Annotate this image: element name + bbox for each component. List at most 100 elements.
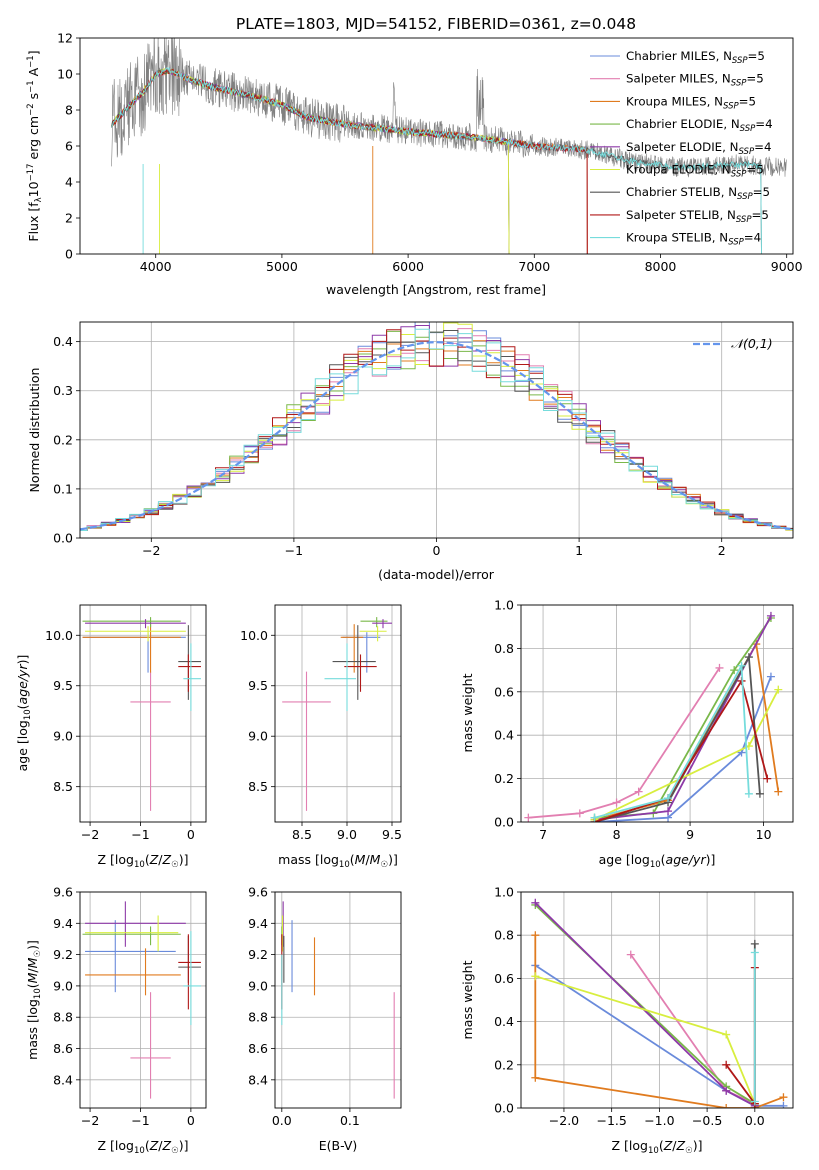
weight-marker [531,972,540,981]
y-tick-label: 9.0 [53,978,73,993]
panel-z-weight: −2.0 −1.5 −1.0 −0.5 0.0 0.0 0.2 0.4 0.6 0.8 1.0 Z [… [460,885,794,1156]
errorbar-point-7 [178,654,201,692]
y-tick-label: 0.4 [53,334,73,349]
figure-title: PLATE=1803, MJD=54152, FIBERID=0361, z=0… [236,15,636,33]
y-tick-label: 0.8 [494,928,514,943]
panel-mass-age: 8.5 9.0 9.5 8.5 9.0 9.5 10.0 mass [log10(M/M☉)] [240,604,402,870]
y-tick-label: 4 [65,175,73,190]
weight-series-3 [590,614,775,822]
weight-marker [766,672,775,681]
plot-area-residuals [80,322,793,531]
weight-marker [722,1086,731,1095]
x-tick-label: 0.1 [340,1113,360,1128]
x-tick-label: 8000 [645,259,677,274]
model-spectrum-7 [111,67,588,254]
y-tick-label: 9.0 [248,978,268,993]
y-tick-label: 9.4 [248,916,268,931]
weight-marker [722,1104,731,1108]
weight-series-1 [524,663,724,822]
errorbar-point-1 [282,671,331,811]
plot-area-z-weight [531,898,788,1108]
x-tick-label: 9000 [771,259,803,274]
plot-area-ebv-mass [281,901,395,1099]
x-tick-label: 2 [718,543,726,558]
y-axis-label: Normed distribution [27,368,42,493]
axes-frame [520,604,794,823]
legend-entry: Chabrier ELODIE, NSSP=4 [626,117,773,134]
axes-frame [79,321,794,539]
y-tick-label: 9.5 [248,678,268,693]
y-tick-label: 9.2 [248,947,268,962]
y-tick-label: 0.3 [53,383,73,398]
axes-frame [79,891,207,1109]
weight-series-5 [590,685,783,822]
weight-marker [575,809,584,818]
y-axis-label: Flux [fλ10−17 erg cm−2 s−1 A−1] [26,50,44,241]
y-tick-label: 1.0 [494,885,514,900]
weight-marker [531,931,540,940]
y-tick-label: 2 [65,211,73,226]
panel-z-age: −2 −1 0 8.5 9.0 9.5 10.0 Z [log10(Z/Z☉)] age [lo… [15,604,207,870]
weight-marker [634,787,643,796]
model-spectrum-0 [111,67,588,254]
weight-marker [779,1101,788,1108]
plot-area-age-weight [524,611,783,822]
legend-entry: Kroupa MILES, NSSP=5 [626,94,756,111]
axes-frame [520,891,794,1109]
x-tick-label: −1.0 [644,1113,674,1128]
weight-series-2 [590,640,783,822]
errorbar-point-5 [85,915,179,952]
weight-series-4 [531,898,759,1108]
y-tick-label: 0.1 [53,481,73,496]
errorbar-point-6 [178,625,201,700]
y-tick-label: 8 [65,103,73,118]
weight-marker [531,1073,540,1082]
x-tick-label: 0.0 [745,1113,765,1128]
x-tick-label: 6000 [392,259,424,274]
x-tick-label: 0 [187,827,195,842]
residual-histogram-6 [80,330,793,531]
model-spectrum-1 [111,67,588,254]
x-tick-label: −2 [142,543,160,558]
x-tick-label: −0.5 [692,1113,722,1128]
weight-marker [722,1030,731,1039]
x-tick-label: 1 [575,543,583,558]
x-tick-label: 8.5 [292,827,312,842]
x-tick-label: −2 [81,1113,99,1128]
weight-marker [774,787,783,796]
weight-marker [750,939,759,948]
x-tick-label: −1 [285,543,303,558]
normal-curve [80,341,793,531]
y-axis-label: age [log10(age/yr)] [15,655,33,772]
errorbar-point-0 [85,920,176,993]
errorbar-point-4 [85,619,186,629]
panel-ebv-mass: 0.0 0.1 8.4 8.6 8.8 9.0 9.2 9.4 9.6 E(B-V) [248,885,402,1153]
plot-area-z-mass [82,901,201,1099]
y-tick-label: 0.8 [494,641,514,656]
residual-histogram-7 [80,329,793,531]
errorbar-point-4 [372,619,392,629]
plot-area-mass-age [282,617,392,811]
y-tick-label: 6 [65,139,73,154]
y-tick-label: 12 [57,31,73,46]
y-tick-label: 9.0 [248,729,268,744]
axes-frame [274,891,402,1109]
errorbar-point-7 [344,654,377,692]
y-tick-label: 9.6 [53,885,73,900]
weight-line [594,676,772,822]
y-tick-label: 8.6 [248,1041,268,1056]
errorbar-point-6 [178,935,201,983]
y-tick-label: 9.2 [53,947,73,962]
legend-entry: Chabrier MILES, NSSP=5 [626,49,765,66]
y-tick-label: 0.0 [494,815,514,830]
weight-marker [664,794,673,803]
y-tick-label: 8.8 [53,1010,73,1025]
errorbar-point-2 [82,624,181,673]
y-tick-label: 8.5 [248,779,268,794]
y-tick-label: 9.0 [53,729,73,744]
model-spectrum-2 [111,66,588,254]
x-tick-label: 10 [756,827,772,842]
weight-line [594,678,769,822]
weight-marker [590,813,599,822]
